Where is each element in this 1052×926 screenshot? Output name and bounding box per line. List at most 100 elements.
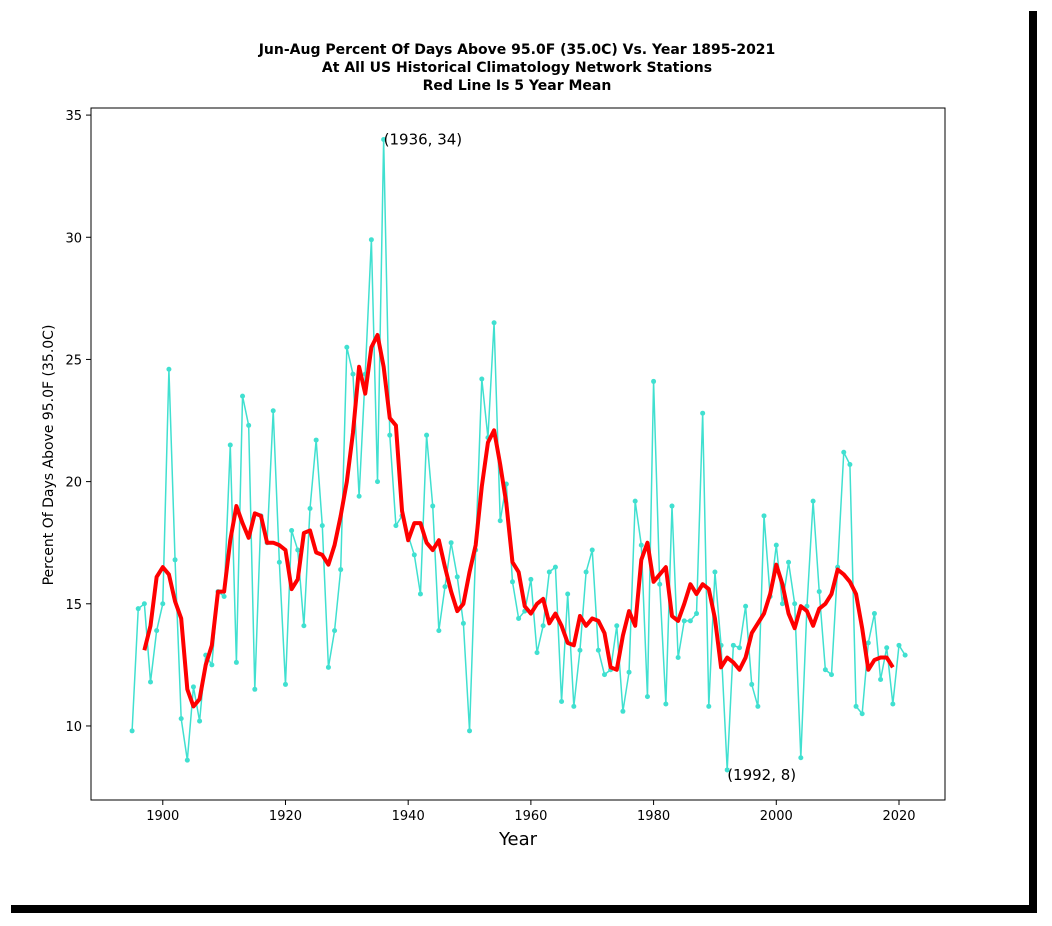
data-point xyxy=(454,574,460,580)
data-point xyxy=(460,620,466,626)
data-line xyxy=(142,333,895,709)
data-point xyxy=(743,603,749,609)
y-axis-label: Percent Of Days Above 95.0F (35.0C) xyxy=(41,325,57,586)
data-point xyxy=(632,498,638,504)
data-point xyxy=(307,505,313,511)
data-point xyxy=(583,569,589,575)
data-point xyxy=(638,542,644,548)
data-point xyxy=(724,767,730,773)
data-point xyxy=(890,701,896,707)
data-point xyxy=(786,559,792,565)
data-point xyxy=(620,708,626,714)
data-point xyxy=(644,694,650,700)
data-point xyxy=(350,371,356,377)
data-point xyxy=(736,645,742,651)
data-point xyxy=(430,503,436,509)
data-point xyxy=(295,547,301,553)
data-point xyxy=(375,479,381,485)
data-point xyxy=(160,601,166,607)
data-point xyxy=(681,618,687,624)
data-point xyxy=(675,655,681,661)
x-tick-label: 1980 xyxy=(637,809,670,824)
data-point xyxy=(209,662,215,668)
data-point xyxy=(829,672,835,678)
data-point xyxy=(706,703,712,709)
data-point xyxy=(325,664,331,670)
data-point xyxy=(154,628,160,634)
data-point xyxy=(344,344,350,350)
data-point xyxy=(730,642,736,648)
data-point xyxy=(792,601,798,607)
x-axis-label: Year xyxy=(498,829,538,850)
data-point xyxy=(540,623,546,629)
y-tick-label: 35 xyxy=(65,109,82,124)
data-point xyxy=(313,437,319,443)
data-point xyxy=(301,623,307,629)
data-point xyxy=(141,601,147,607)
data-point xyxy=(565,591,571,597)
y-tick-label: 30 xyxy=(65,231,82,246)
plot-area xyxy=(90,107,946,801)
data-point xyxy=(417,591,423,597)
data-point xyxy=(878,677,884,683)
data-point xyxy=(424,432,430,438)
data-point xyxy=(448,540,454,546)
data-point xyxy=(227,442,233,448)
data-point xyxy=(657,581,663,587)
data-point xyxy=(804,603,810,609)
data-point xyxy=(516,615,522,621)
data-point xyxy=(356,493,362,499)
annotation: (1936, 34) xyxy=(384,131,463,149)
x-tick-label: 1900 xyxy=(146,809,179,824)
data-point xyxy=(197,718,203,724)
data-point xyxy=(626,669,632,675)
data-point xyxy=(841,449,847,455)
chart-title: At All US Historical Climatology Network… xyxy=(322,60,712,76)
data-point xyxy=(651,378,657,384)
data-point xyxy=(528,576,534,582)
x-tick-label: 2020 xyxy=(882,809,915,824)
data-point xyxy=(289,527,295,533)
data-point xyxy=(381,137,387,143)
data-point xyxy=(571,703,577,709)
data-point xyxy=(270,408,276,414)
data-point xyxy=(135,606,141,612)
data-point xyxy=(559,699,565,705)
data-point xyxy=(190,684,196,690)
data-point xyxy=(847,462,853,468)
data-point xyxy=(749,681,755,687)
data-point xyxy=(602,672,608,678)
data-point xyxy=(148,679,154,685)
data-point xyxy=(865,640,871,646)
data-point xyxy=(700,410,706,416)
data-point xyxy=(859,711,865,717)
data-point xyxy=(252,686,258,692)
data-point xyxy=(221,593,227,599)
data-point xyxy=(411,552,417,558)
data-point xyxy=(694,611,700,617)
data-point xyxy=(896,642,902,648)
data-point xyxy=(577,647,583,653)
data-point xyxy=(773,542,779,548)
data-point xyxy=(129,728,135,734)
annotation: (1992, 8) xyxy=(727,766,796,784)
data-point xyxy=(497,518,503,524)
data-point xyxy=(595,647,601,653)
data-point xyxy=(884,645,890,651)
y-tick-label: 10 xyxy=(65,720,82,735)
data-point xyxy=(534,650,540,656)
data-point xyxy=(467,728,473,734)
data-point xyxy=(669,503,675,509)
data-point xyxy=(246,422,252,428)
data-point xyxy=(178,716,184,722)
data-point xyxy=(712,569,718,575)
y-tick-label: 20 xyxy=(65,476,82,491)
chart-title: Red Line Is 5 Year Mean xyxy=(423,78,612,94)
data-point xyxy=(491,320,497,326)
data-point xyxy=(687,618,693,624)
data-point xyxy=(393,523,399,529)
data-point xyxy=(509,579,515,585)
data-point xyxy=(614,623,620,629)
